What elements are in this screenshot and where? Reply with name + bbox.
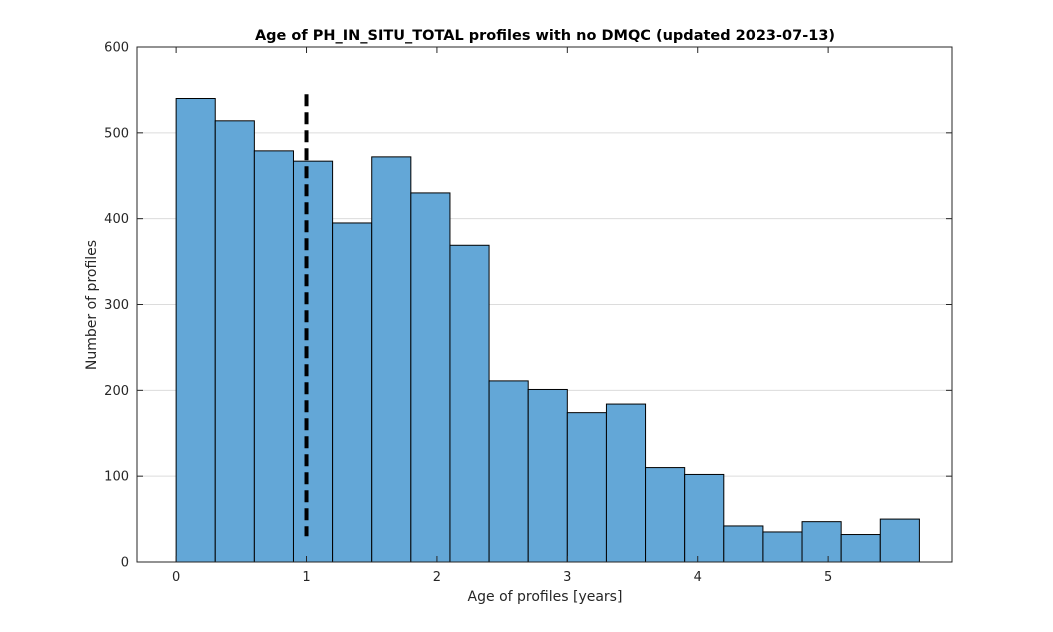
y-tick-label: 0 [121, 556, 129, 571]
x-axis-label: Age of profiles [years] [468, 589, 623, 605]
histogram-bar [253, 150, 294, 563]
histogram-bar [214, 120, 255, 563]
histogram-bar [449, 244, 490, 563]
histogram-bar [566, 412, 607, 563]
y-tick-label: 100 [104, 470, 129, 485]
histogram-bar [410, 192, 451, 563]
histogram-bar [175, 98, 216, 563]
x-tick-label: 5 [824, 570, 832, 585]
x-axis-ticks: 0 1 2 3 4 5 [172, 47, 832, 585]
histogram-bar [605, 403, 647, 563]
histogram-bar [371, 156, 412, 563]
histogram-bar [801, 521, 842, 563]
histogram-bar [488, 380, 529, 563]
x-tick-label: 1 [302, 570, 310, 585]
histogram-bar [684, 473, 725, 563]
y-tick-label: 600 [104, 41, 129, 56]
histogram-bar [292, 160, 334, 563]
histogram-bar [762, 531, 803, 563]
x-tick-label: 4 [694, 570, 702, 585]
histogram-bar [840, 534, 881, 563]
histogram-bar [645, 467, 686, 563]
histogram-bar [723, 525, 764, 563]
histogram-bars [175, 98, 920, 563]
x-tick-label: 0 [172, 570, 180, 585]
y-tick-label: 200 [104, 384, 129, 399]
y-axis-ticks: 0 100 200 300 400 500 600 [104, 41, 952, 571]
y-tick-label: 400 [104, 212, 129, 227]
y-tick-label: 500 [104, 126, 129, 141]
y-tick-label: 300 [104, 298, 129, 313]
chart-title: Age of PH_IN_SITU_TOTAL profiles with no… [255, 28, 835, 44]
x-tick-label: 2 [433, 570, 441, 585]
y-axis-label: Number of profiles [84, 240, 100, 370]
histogram-bar [332, 222, 373, 563]
histogram-bar [527, 388, 568, 563]
x-tick-label: 3 [563, 570, 571, 585]
histogram-bar [879, 518, 920, 563]
